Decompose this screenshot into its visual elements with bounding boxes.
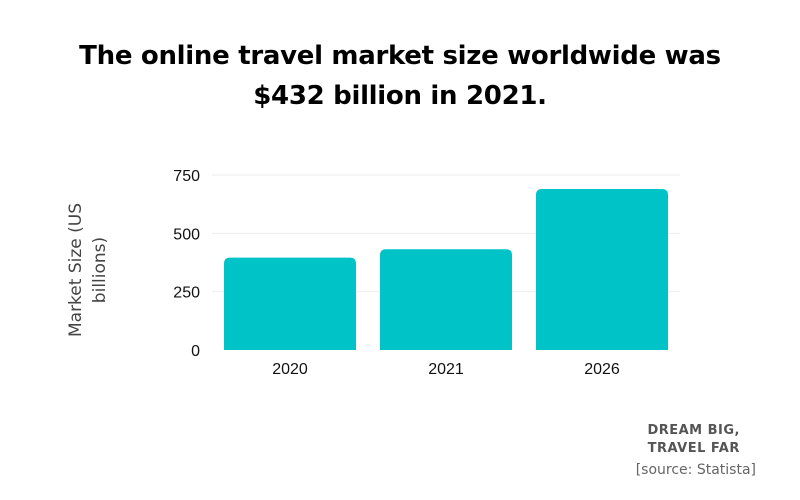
chart-title: The online travel market size worldwide …: [79, 41, 721, 111]
x-tick-label: 2026: [584, 361, 620, 378]
y-tick-label: 250: [173, 285, 200, 302]
y-tick-label: 500: [173, 226, 200, 243]
source-note: [source: Statista]: [635, 462, 756, 478]
bar-2021: [380, 249, 512, 350]
brand-logo: DREAM BIG, TRAVEL FAR: [647, 422, 740, 458]
bar-2020: [224, 257, 356, 350]
brand-line-1: DREAM BIG,: [647, 423, 740, 438]
x-tick-label: 2021: [428, 361, 464, 378]
x-tick-label: 2020: [272, 361, 308, 378]
bar-2026: [536, 189, 668, 350]
y-tick-label: 0: [191, 343, 200, 360]
brand-line-2: TRAVEL FAR: [647, 441, 740, 456]
y-tick-label: 750: [173, 168, 200, 185]
